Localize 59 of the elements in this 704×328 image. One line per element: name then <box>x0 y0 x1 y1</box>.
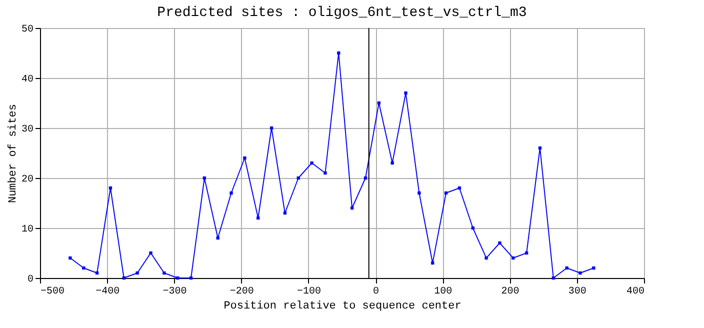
x-tick-label: −100 <box>296 286 321 298</box>
x-tick-label: −200 <box>230 286 254 298</box>
point <box>122 276 126 280</box>
point <box>310 161 314 165</box>
point <box>484 256 488 260</box>
point <box>578 271 582 275</box>
point <box>296 176 300 180</box>
x-axis-title: Position relative to sequence center <box>224 300 462 312</box>
point <box>431 261 434 265</box>
y-tick-label: 30 <box>21 124 34 136</box>
point <box>444 191 448 195</box>
point <box>565 266 568 270</box>
point <box>538 146 542 150</box>
x-tick-label: −300 <box>162 286 187 298</box>
y-tick-label: 40 <box>21 74 34 86</box>
y-tick-label: 50 <box>21 24 34 36</box>
point <box>283 211 287 215</box>
point <box>418 191 421 195</box>
x-tick-label: −500 <box>40 286 65 298</box>
y-axis-title: Number of sites <box>8 104 20 204</box>
point <box>324 171 327 175</box>
point <box>350 206 354 210</box>
point <box>592 266 596 270</box>
point <box>68 256 72 260</box>
y-tick-label: 10 <box>21 224 34 236</box>
point <box>230 191 233 195</box>
x-tick-label: 200 <box>501 286 520 298</box>
point <box>498 241 502 245</box>
x-tick-label: 0 <box>373 286 380 298</box>
x-tick-label: −400 <box>96 286 120 298</box>
point <box>458 186 462 190</box>
point <box>512 256 515 260</box>
y-tick-label: 0 <box>27 274 34 286</box>
point <box>216 236 220 240</box>
x-tick-label: 300 <box>568 286 586 298</box>
point <box>256 216 260 220</box>
point <box>82 266 86 270</box>
x-tick-label: 400 <box>626 286 644 298</box>
point <box>390 161 394 165</box>
point <box>364 176 368 180</box>
point <box>404 91 408 95</box>
point <box>471 226 474 230</box>
point <box>524 251 528 255</box>
point <box>95 271 99 275</box>
point <box>136 271 139 275</box>
point <box>108 186 112 190</box>
point <box>552 276 555 280</box>
point <box>337 51 340 55</box>
point <box>162 271 166 275</box>
point <box>189 276 193 280</box>
point <box>377 101 380 105</box>
point <box>176 276 180 280</box>
x-tick-label: 100 <box>434 286 452 298</box>
point <box>270 126 274 130</box>
chart-title: Predicted sites : oligos_6nt_test_vs_ctrl_m3 <box>157 5 527 21</box>
y-tick-label: 20 <box>21 174 34 186</box>
point <box>243 156 246 160</box>
point <box>149 251 152 255</box>
point <box>202 176 206 180</box>
